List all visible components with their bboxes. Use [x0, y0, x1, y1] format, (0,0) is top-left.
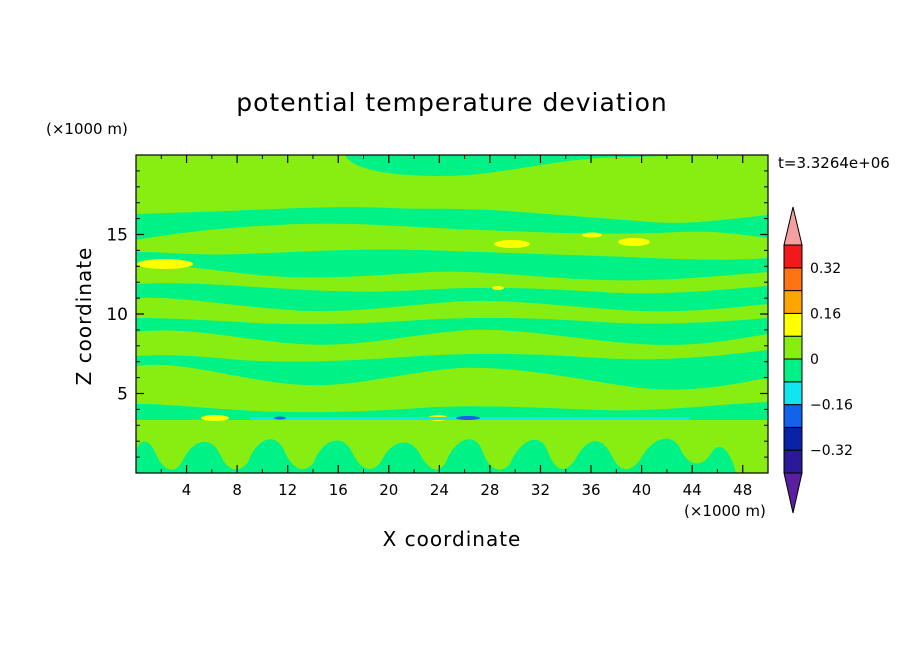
colorbar-segment — [783, 426, 803, 451]
x-tick-label: 36 — [581, 481, 600, 499]
colorbar-segment — [783, 290, 803, 314]
negative-anomaly-2 — [274, 416, 286, 420]
positive-anomaly-7 — [492, 286, 504, 290]
contour-band-mid-3 — [136, 329, 768, 362]
contour-band-upper — [136, 155, 768, 223]
chart-title: potential temperature deviation — [236, 88, 668, 117]
x-axis-ticks: 4 8 12 16 20 24 28 32 36 40 44 48 — [160, 155, 752, 499]
positive-anomaly-4 — [582, 232, 602, 238]
colorbar-max-arrow — [783, 206, 803, 246]
colorbar-tick-label: 0.16 — [810, 306, 841, 322]
x-tick-label: 12 — [278, 481, 297, 499]
x-tick-label: 24 — [430, 481, 449, 499]
colorbar-segment — [783, 335, 803, 360]
contour-band-mid-1 — [136, 265, 768, 294]
negative-anomaly-1 — [456, 416, 480, 420]
x-tick-label: 48 — [733, 481, 752, 499]
x-tick-label: 4 — [182, 481, 192, 499]
y-tick-label: 10 — [106, 305, 128, 325]
colorbar-tick-label: −0.32 — [810, 443, 853, 459]
colorbar-segment — [783, 449, 803, 474]
time-annotation: t=3.3264e+06 — [778, 154, 890, 172]
positive-anomaly-2 — [494, 240, 530, 248]
x-tick-label: 8 — [232, 481, 242, 499]
x-tick-label: 16 — [329, 481, 348, 499]
contour-band-mid-2 — [136, 297, 768, 325]
colorbar-segment — [783, 312, 803, 337]
colorbar-segment — [783, 381, 803, 406]
x-tick-label: 20 — [379, 481, 398, 499]
colorbar-segment — [783, 267, 803, 292]
y-axis-ticks: 5 10 15 — [106, 170, 768, 458]
x-tick-label: 28 — [480, 481, 499, 499]
contour-field — [136, 155, 768, 473]
colorbar-segment — [783, 244, 803, 269]
x-tick-label: 40 — [632, 481, 651, 499]
x-tick-label: 44 — [683, 481, 702, 499]
y-tick-label: 15 — [106, 226, 128, 246]
colorbar-segment — [783, 404, 803, 428]
colorbar-tick-label: 0.32 — [810, 261, 841, 277]
x-axis-label: X coordinate — [382, 527, 522, 551]
contour-band-upper-2 — [136, 223, 768, 260]
colorbar-min-arrow — [783, 472, 803, 514]
colorbar-tick-label: 0 — [810, 352, 819, 368]
colorbar: 0.32 0.16 0 −0.16 −0.32 — [783, 206, 853, 514]
y-tick-label: 5 — [117, 385, 128, 405]
positive-anomaly-5 — [201, 415, 229, 421]
colorbar-tick-label: −0.16 — [810, 398, 853, 414]
colorbar-segment — [783, 358, 803, 383]
x-axis-unit: (×1000 m) — [684, 502, 766, 520]
x-tick-label: 32 — [531, 481, 550, 499]
contour-band-bottom — [136, 420, 768, 473]
y-axis-unit: (×1000 m) — [46, 120, 128, 138]
positive-anomaly-1 — [137, 259, 193, 269]
positive-anomaly-3 — [618, 238, 650, 246]
contour-band-lower — [136, 364, 768, 413]
